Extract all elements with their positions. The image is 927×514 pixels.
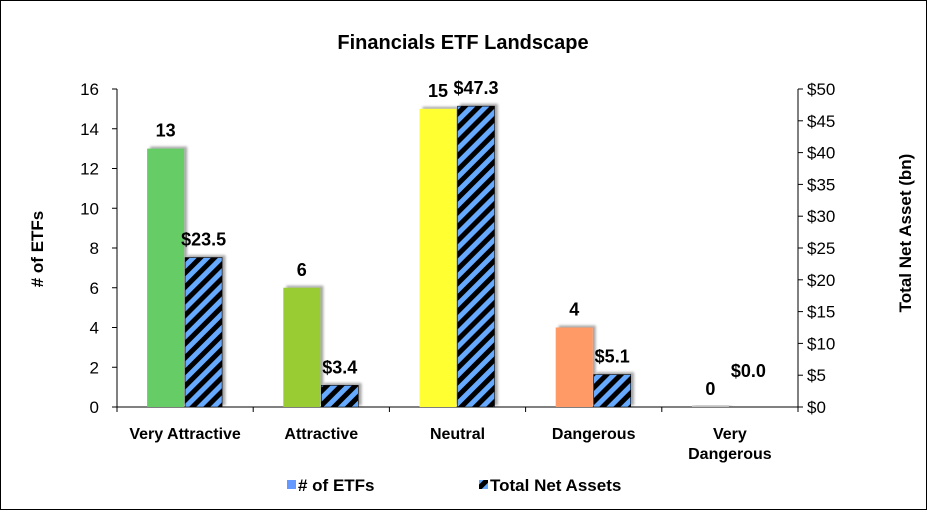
data-label-etf-count: 15	[428, 81, 448, 101]
y-left-tick-label: 8	[90, 239, 99, 258]
data-label-net-assets: $3.4	[322, 357, 357, 377]
data-label-net-assets: $5.1	[595, 347, 630, 367]
x-tick-label: Attractive	[284, 426, 358, 443]
legend-label-net-assets: Total Net Assets	[490, 476, 621, 495]
y-left-tick-label: 6	[90, 279, 99, 298]
data-label-etf-count: 0	[705, 379, 715, 399]
x-tick-label: Neutral	[430, 426, 485, 443]
y-right-tick-label: $45	[807, 112, 835, 131]
y-left-tick-label: 0	[90, 398, 99, 417]
y-right-tick-label: $10	[807, 334, 835, 353]
bar-net-assets	[320, 385, 359, 408]
y-right-tick-label: $50	[807, 80, 835, 99]
y-left-tick-label: 14	[80, 120, 99, 139]
y-left-tick-label: 4	[90, 319, 99, 338]
bar-etf-count	[147, 148, 185, 407]
y-left-tick-label: 16	[80, 80, 99, 99]
y-right-tick-label: $25	[807, 239, 835, 258]
legend-swatch-net-assets	[479, 480, 488, 489]
y-left-tick-label: 10	[80, 199, 99, 218]
data-label-net-assets: $0.0	[731, 361, 766, 381]
x-tick-label: Very	[713, 426, 747, 443]
bar-etf-count	[691, 405, 729, 407]
legend-label-etf-count: # of ETFs	[298, 476, 375, 495]
y-right-tick-label: $20	[807, 271, 835, 290]
chart-title: Financials ETF Landscape	[337, 32, 588, 54]
y-right-tick-label: $40	[807, 144, 835, 163]
bar-net-assets	[593, 374, 632, 408]
y-right-tick-label: $30	[807, 207, 835, 226]
data-label-etf-count: 13	[156, 121, 176, 141]
x-tick-label: Very Attractive	[129, 426, 241, 443]
bar-net-assets	[184, 257, 223, 408]
y-left-axis-label: # of ETFs	[28, 211, 47, 288]
legend-swatch-etf-count	[287, 480, 296, 489]
y-left-tick-label: 12	[80, 160, 99, 179]
y-right-tick-label: $35	[807, 175, 835, 194]
data-label-net-assets: $47.3	[453, 78, 498, 98]
bar-etf-count	[555, 327, 593, 407]
y-right-axis-label: Total Net Asset (bn)	[896, 154, 915, 313]
data-label-etf-count: 6	[297, 260, 307, 280]
bar-etf-count	[419, 108, 457, 407]
data-label-etf-count: 4	[569, 300, 579, 320]
legend: # of ETFs Total Net Assets	[287, 476, 621, 495]
data-label-net-assets: $23.5	[181, 230, 226, 250]
bar-etf-count	[283, 287, 321, 407]
y-left-tick-label: 2	[90, 358, 99, 377]
y-right-tick-label: $5	[807, 366, 826, 385]
y-right-tick-label: $15	[807, 303, 835, 322]
y-right-tick-label: $0	[807, 398, 826, 417]
bar-net-assets	[457, 105, 495, 408]
x-tick-label: Dangerous	[688, 446, 772, 463]
x-tick-label: Dangerous	[552, 426, 636, 443]
